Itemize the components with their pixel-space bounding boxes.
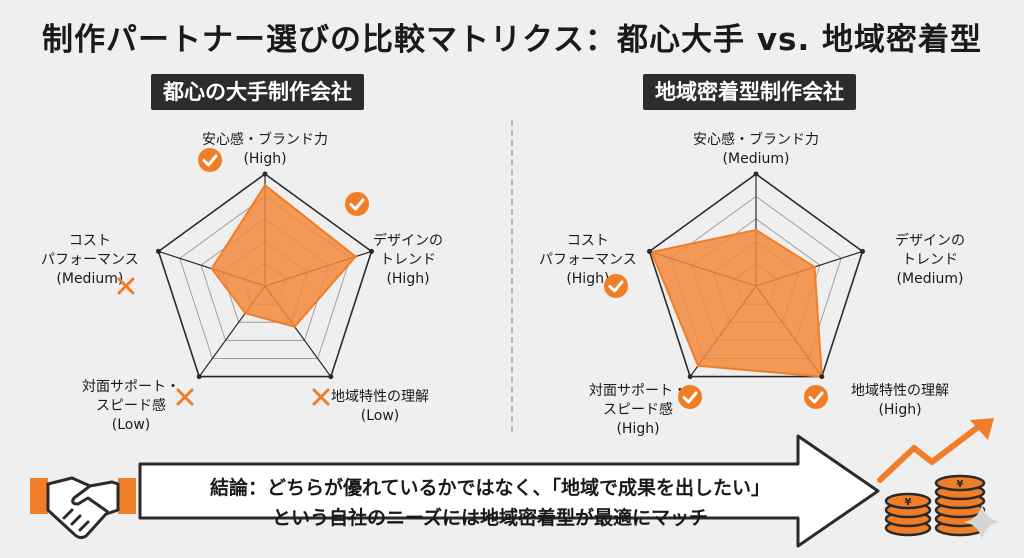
axis-label-level: (Low) xyxy=(111,417,151,433)
axis-label-name: デザインの xyxy=(895,233,965,249)
axis-label: デザインのトレンド (High) xyxy=(373,232,443,289)
radar-vertex-dot xyxy=(262,171,268,177)
axis-label-name: パフォーマンス xyxy=(539,252,637,268)
axis-label: 地域特性の理解 (High) xyxy=(851,382,949,420)
axis-label-level: (Medium) xyxy=(896,271,964,287)
cross-icon xyxy=(176,388,194,406)
radar-vertex-dot xyxy=(753,171,759,177)
axis-label: コストパフォーマンス (High) xyxy=(539,232,637,289)
axis-label-name: スピード感 xyxy=(96,398,166,414)
radar-vertex-dot xyxy=(328,374,334,380)
axis-label: コストパフォーマンス (Medium) xyxy=(41,232,139,289)
conclusion-line-2: という自社のニーズには地域密着型が最適にマッチ xyxy=(271,507,709,529)
axis-label-name: トレンド xyxy=(380,252,436,268)
axis-label-name: 地域特性の理解 xyxy=(851,383,949,399)
conclusion-line-1: 結論：どちらが優れているかではなく、「地域で成果を出したい」 xyxy=(210,477,770,499)
axis-label: 対面サポート・ スピード感 (Low) xyxy=(82,378,180,435)
radar-data-area xyxy=(650,229,823,378)
axis-label-name: 対面サポート・ xyxy=(589,383,687,399)
axis-label-name: トレンド xyxy=(902,252,958,268)
axis-label-name: 地域特性の理解 xyxy=(331,389,429,405)
axis-label-name: スピード感 xyxy=(603,402,673,418)
axis-label: 安心感・ブランド力 (High) xyxy=(202,131,328,169)
axis-label-level: (High) xyxy=(243,151,287,167)
check-icon xyxy=(198,148,222,172)
radar-vertex-dot xyxy=(646,248,652,254)
right-panel-label: 地域密着型制作会社 xyxy=(643,74,856,110)
radar-vertex-dot xyxy=(860,248,866,254)
left-panel-label: 都心の大手制作会社 xyxy=(151,74,364,110)
panel-divider xyxy=(511,120,513,432)
axis-label-level: (High) xyxy=(386,271,430,287)
axis-label-name: コスト xyxy=(68,233,111,249)
radar-vertex-dot xyxy=(196,374,202,380)
radar-vertex-dot xyxy=(687,374,693,380)
conclusion-text: 結論：どちらが優れているかではなく、「地域で成果を出したい」 という自社のニーズ… xyxy=(160,473,820,533)
axis-label: 地域特性の理解 (Low) xyxy=(331,388,429,426)
axis-label-level: (Low) xyxy=(360,408,400,424)
radar-grid-ring xyxy=(648,173,864,378)
axis-label: 安心感・ブランド力 (Medium) xyxy=(693,131,819,169)
axis-label-level: (High) xyxy=(616,421,660,437)
axis-label: デザインのトレンド (Medium) xyxy=(895,232,965,289)
check-icon xyxy=(345,192,369,216)
page-title: 制作パートナー選びの比較マトリクス：都心大手 vs. 地域密着型 xyxy=(41,22,983,58)
radar-data-area xyxy=(210,184,357,328)
sparkle-icon xyxy=(964,504,1000,540)
radar-vertex-dot xyxy=(819,374,825,380)
cross-icon xyxy=(312,388,330,406)
axis-label-name: コスト xyxy=(566,233,609,249)
svg-text:¥: ¥ xyxy=(957,479,964,490)
radar-vertex-dot xyxy=(155,248,161,254)
check-icon xyxy=(604,274,628,298)
conclusion-arrow xyxy=(138,434,880,548)
axis-label-level: (High) xyxy=(566,271,610,287)
axis-label-name: デザインの xyxy=(373,233,443,249)
axis-label-name: 対面サポート・ xyxy=(82,379,180,395)
axis-label-name: 安心感・ブランド力 xyxy=(693,132,819,148)
axis-label-name: パフォーマンス xyxy=(41,252,139,268)
svg-text:¥: ¥ xyxy=(905,497,912,508)
radar-vertex-dot xyxy=(369,248,375,254)
yen-coins-growth-icon: ¥ ¥ xyxy=(877,418,994,537)
axis-label: 対面サポート・ スピード感 (High) xyxy=(589,382,687,439)
cross-icon xyxy=(117,277,135,295)
check-icon xyxy=(678,385,702,409)
axis-label-level: (Medium) xyxy=(56,271,124,287)
radar-grid-ring xyxy=(157,173,373,378)
handshake-icon xyxy=(30,476,136,540)
axis-label-name: 安心感・ブランド力 xyxy=(202,132,328,148)
axis-label-level: (High) xyxy=(878,402,922,418)
axis-label-level: (Medium) xyxy=(722,151,790,167)
check-icon xyxy=(804,385,828,409)
